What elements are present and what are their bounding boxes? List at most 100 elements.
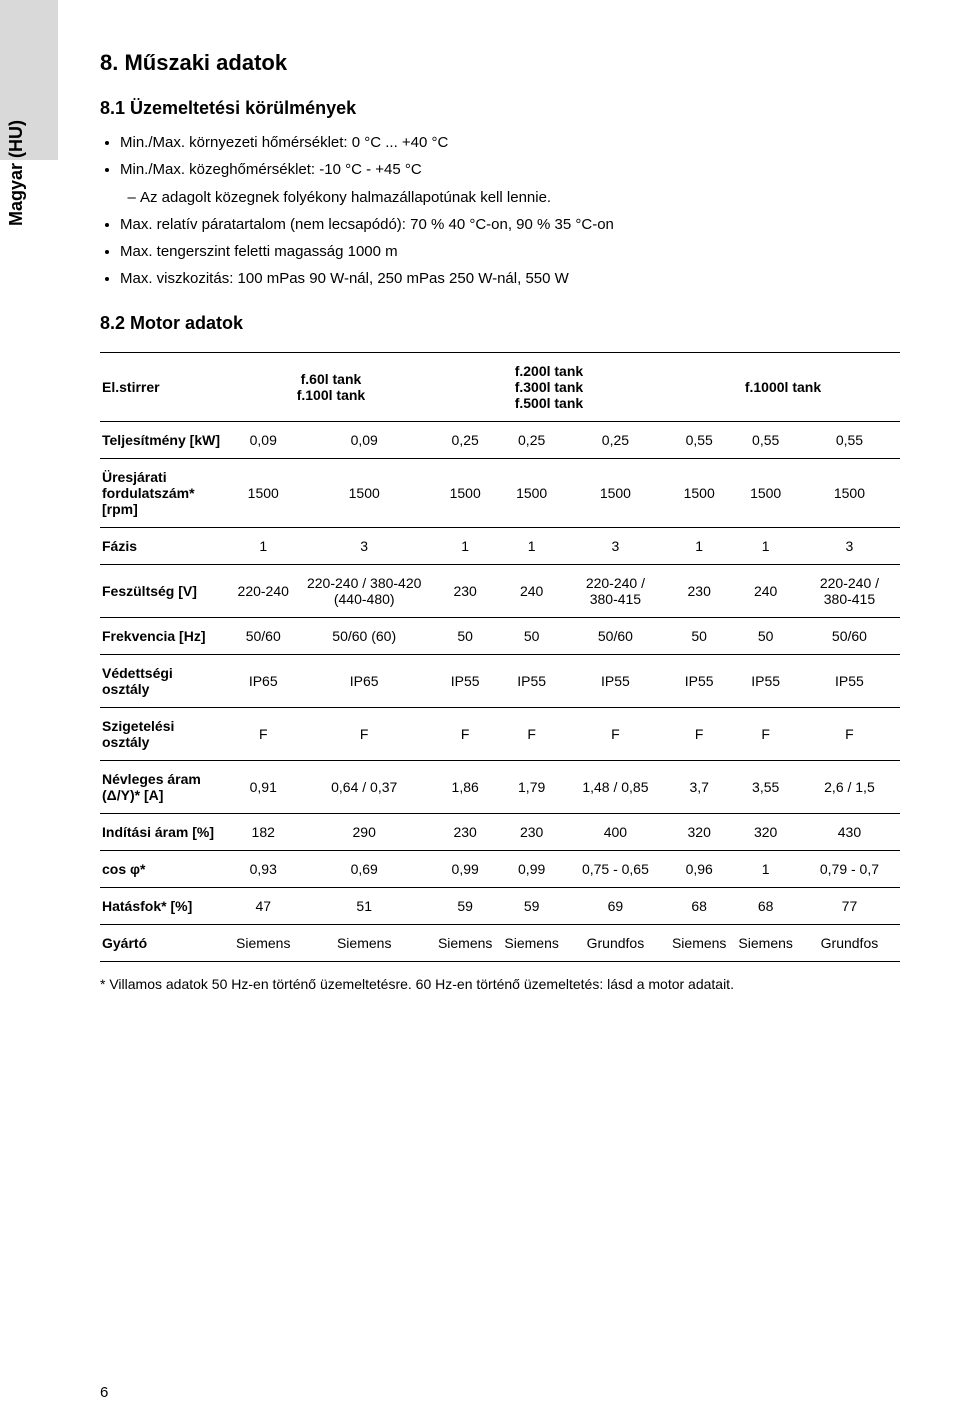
- table-cell: 0,55: [799, 421, 900, 458]
- table-cell: 220-240 / 380-420 (440-480): [296, 564, 431, 617]
- table-cell: 220-240 / 380-415: [799, 564, 900, 617]
- table-cell: 320: [666, 813, 732, 850]
- list-item: Max. relatív páratartalom (nem lecsapódó…: [120, 213, 900, 236]
- table-row: Feszültség [V]220-240220-240 / 380-420 (…: [100, 564, 900, 617]
- table-cell: 50: [498, 617, 564, 654]
- table-cell: F: [498, 707, 564, 760]
- table-row: Üresjárati fordulatszám* [rpm]1500150015…: [100, 458, 900, 527]
- table-cell: 1500: [732, 458, 798, 527]
- table-cell: 1: [732, 527, 798, 564]
- table-cell: Siemens: [498, 924, 564, 961]
- page: Magyar (HU) 8. Műszaki adatok 8.1 Üzemel…: [0, 0, 960, 1421]
- header-rowlabel: El.stirrer: [100, 352, 230, 421]
- col-group-1: f.200l tank f.300l tank f.500l tank: [432, 352, 666, 421]
- table-cell: 0,99: [432, 850, 498, 887]
- table-cell: IP55: [498, 654, 564, 707]
- col-group-label: f.1000l tank: [745, 379, 821, 395]
- table-cell: 2,6 / 1,5: [799, 760, 900, 813]
- table-cell: 1500: [666, 458, 732, 527]
- table-cell: 50/60 (60): [296, 617, 431, 654]
- table-row: Védettségi osztályIP65IP65IP55IP55IP55IP…: [100, 654, 900, 707]
- table-row: Hatásfok* [%]4751595969686877: [100, 887, 900, 924]
- subsection-8-2-title: 8.2 Motor adatok: [100, 313, 900, 334]
- table-cell: Grundfos: [565, 924, 666, 961]
- list-item: Min./Max. közeghőmérséklet: -10 °C - +45…: [120, 158, 900, 209]
- table-cell: 1500: [296, 458, 431, 527]
- table-cell: 59: [432, 887, 498, 924]
- table-cell: F: [296, 707, 431, 760]
- table-cell: 1500: [565, 458, 666, 527]
- table-cell: 1,86: [432, 760, 498, 813]
- table-cell: 1,79: [498, 760, 564, 813]
- table-row: Fázis13113113: [100, 527, 900, 564]
- table-cell: 1,48 / 0,85: [565, 760, 666, 813]
- row-label: Névleges áram (Δ/Y)* [A]: [100, 760, 230, 813]
- table-cell: Siemens: [666, 924, 732, 961]
- table-cell: 50/60: [799, 617, 900, 654]
- section-title: 8. Műszaki adatok: [100, 50, 900, 76]
- table-cell: 1: [498, 527, 564, 564]
- col-group-0: f.60l tank f.100l tank: [230, 352, 432, 421]
- table-row: Indítási áram [%]18229023023040032032043…: [100, 813, 900, 850]
- table-cell: 0,09: [230, 421, 296, 458]
- table-cell: 50: [432, 617, 498, 654]
- table-cell: 1500: [498, 458, 564, 527]
- table-cell: 230: [432, 564, 498, 617]
- sublist: Az adagolt közegnek folyékony halmazálla…: [120, 186, 900, 209]
- motor-data-table-wrap: El.stirrer f.60l tank f.100l tank f.200l…: [100, 352, 900, 962]
- table-row: Szigetelési osztályFFFFFFFF: [100, 707, 900, 760]
- table-cell: 0,91: [230, 760, 296, 813]
- table-cell: 0,96: [666, 850, 732, 887]
- table-cell: 47: [230, 887, 296, 924]
- table-cell: IP65: [230, 654, 296, 707]
- table-cell: F: [666, 707, 732, 760]
- table-row: Frekvencia [Hz]50/6050/60 (60)505050/605…: [100, 617, 900, 654]
- page-number: 6: [100, 1384, 108, 1401]
- motor-data-table: El.stirrer f.60l tank f.100l tank f.200l…: [100, 352, 900, 962]
- table-cell: Siemens: [432, 924, 498, 961]
- table-cell: 0,93: [230, 850, 296, 887]
- table-cell: 0,75 - 0,65: [565, 850, 666, 887]
- table-row: cos φ*0,930,690,990,990,75 - 0,650,9610,…: [100, 850, 900, 887]
- table-cell: 230: [498, 813, 564, 850]
- table-cell: 50/60: [565, 617, 666, 654]
- table-cell: 182: [230, 813, 296, 850]
- row-label: Szigetelési osztály: [100, 707, 230, 760]
- table-cell: 3: [565, 527, 666, 564]
- table-cell: 1500: [799, 458, 900, 527]
- table-cell: Siemens: [732, 924, 798, 961]
- table-cell: 1: [666, 527, 732, 564]
- table-cell: 1: [230, 527, 296, 564]
- table-cell: F: [732, 707, 798, 760]
- table-cell: 240: [498, 564, 564, 617]
- table-cell: 0,25: [498, 421, 564, 458]
- table-cell: 0,99: [498, 850, 564, 887]
- table-cell: 320: [732, 813, 798, 850]
- table-row: Névleges áram (Δ/Y)* [A]0,910,64 / 0,371…: [100, 760, 900, 813]
- table-cell: 0,09: [296, 421, 431, 458]
- col-group-2: f.1000l tank: [666, 352, 900, 421]
- table-cell: 77: [799, 887, 900, 924]
- table-cell: 1500: [432, 458, 498, 527]
- table-cell: 220-240: [230, 564, 296, 617]
- table-cell: 3,55: [732, 760, 798, 813]
- table-row: GyártóSiemensSiemensSiemensSiemensGrundf…: [100, 924, 900, 961]
- table-header-row: El.stirrer f.60l tank f.100l tank f.200l…: [100, 352, 900, 421]
- row-label: Teljesítmény [kW]: [100, 421, 230, 458]
- table-cell: 68: [732, 887, 798, 924]
- row-label: Fázis: [100, 527, 230, 564]
- list-item-text: Min./Max. közeghőmérséklet: -10 °C - +45…: [120, 161, 422, 178]
- table-cell: 0,79 - 0,7: [799, 850, 900, 887]
- table-cell: 50: [732, 617, 798, 654]
- list-item: Max. tengerszint feletti magasság 1000 m: [120, 240, 900, 263]
- list-item: Min./Max. környezeti hőmérséklet: 0 °C .…: [120, 131, 900, 154]
- list-item: Max. viszkozitás: 100 mPas 90 W-nál, 250…: [120, 267, 900, 290]
- table-cell: 3,7: [666, 760, 732, 813]
- table-cell: F: [799, 707, 900, 760]
- sub-list-item: Az adagolt közegnek folyékony halmazálla…: [140, 186, 900, 209]
- table-cell: Grundfos: [799, 924, 900, 961]
- table-cell: 50: [666, 617, 732, 654]
- table-cell: 240: [732, 564, 798, 617]
- table-cell: 59: [498, 887, 564, 924]
- table-footnote: * Villamos adatok 50 Hz-en történő üzeme…: [100, 976, 900, 992]
